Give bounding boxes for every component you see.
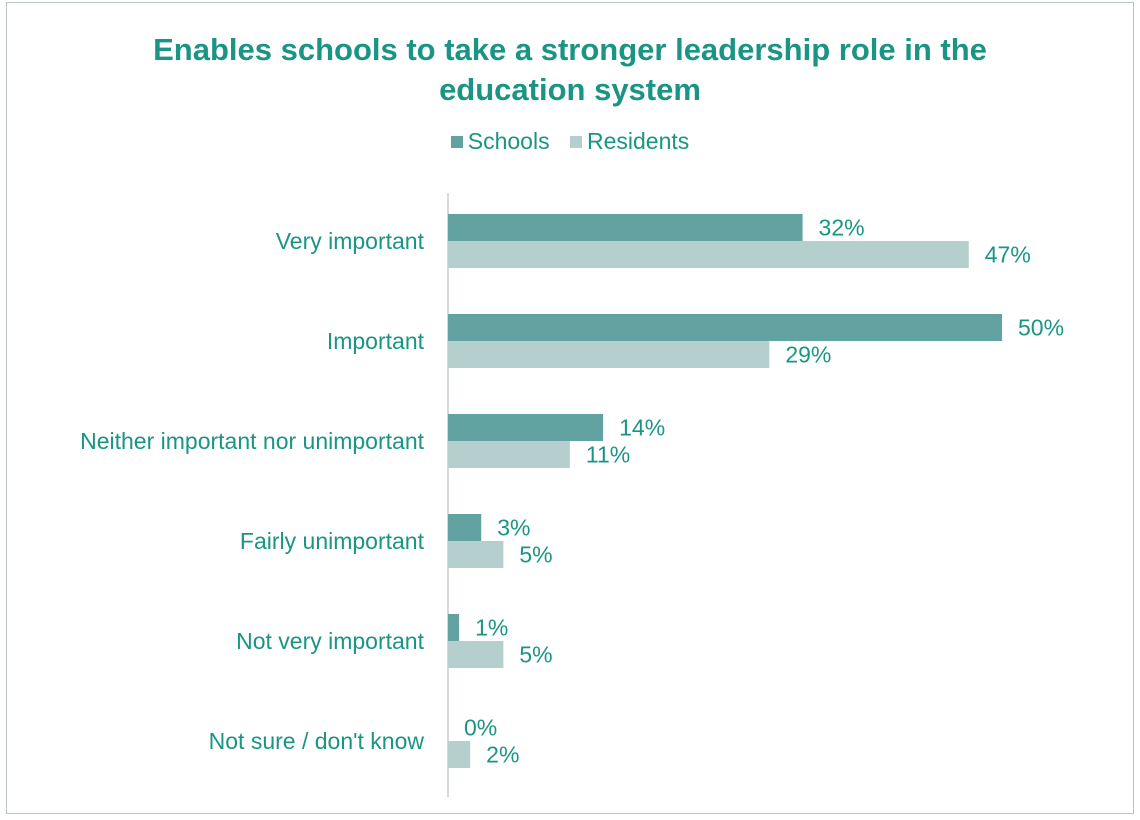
chart-title: Enables schools to take a stronger leade… (0, 30, 1140, 110)
value-label-schools-not-sure-don-t-know: 0% (464, 715, 497, 741)
category-label-important: Important (327, 328, 425, 354)
legend-swatch-schools (450, 136, 463, 148)
value-label-residents-important: 29% (785, 342, 831, 368)
category-label-fairly-unimportant: Fairly unimportant (240, 528, 425, 554)
chart-title-line-2: education system (439, 72, 701, 107)
bar-residents-fairly-unimportant (448, 541, 504, 568)
legend-label-schools: Schools (467, 128, 550, 154)
value-label-residents-not-very-important: 5% (519, 642, 552, 668)
category-label-neither-important-nor-unimportant: Neither important nor unimportant (80, 428, 424, 454)
value-label-residents-fairly-unimportant: 5% (519, 542, 552, 568)
legend: Schools Residents (0, 128, 1140, 155)
bar-residents-neither-important-nor-unimportant (448, 441, 570, 468)
legend-item-residents: Residents (569, 128, 690, 155)
bar-schools-fairly-unimportant (448, 514, 482, 541)
value-label-schools-fairly-unimportant: 3% (497, 515, 530, 541)
legend-swatch-residents (569, 136, 582, 148)
value-label-residents-not-sure-don-t-know: 2% (486, 742, 519, 768)
chart-title-line-1: Enables schools to take a stronger leade… (153, 32, 987, 67)
legend-item-schools: Schools (450, 128, 550, 155)
value-label-schools-neither-important-nor-unimportant: 14% (619, 415, 665, 441)
category-label-not-sure-don-t-know: Not sure / don't know (209, 728, 425, 754)
bar-residents-not-sure-don-t-know (448, 741, 471, 768)
bar-residents-not-very-important (448, 641, 504, 668)
bar-residents-important (448, 341, 770, 368)
bar-schools-neither-important-nor-unimportant (448, 414, 604, 441)
category-label-not-very-important: Not very important (236, 628, 425, 654)
value-label-residents-neither-important-nor-unimportant: 11% (586, 442, 630, 468)
chart-frame (6, 2, 1134, 814)
value-label-schools-not-very-important: 1% (475, 615, 508, 641)
legend-label-residents: Residents (586, 128, 690, 154)
bar-residents-very-important (448, 241, 969, 268)
value-label-residents-very-important: 47% (985, 242, 1031, 268)
value-label-schools-very-important: 32% (819, 215, 865, 241)
bar-schools-important (448, 314, 1002, 341)
bar-schools-very-important (448, 214, 803, 241)
value-label-schools-important: 50% (1018, 315, 1064, 341)
bar-schools-not-very-important (448, 614, 460, 641)
category-label-very-important: Very important (276, 228, 425, 254)
